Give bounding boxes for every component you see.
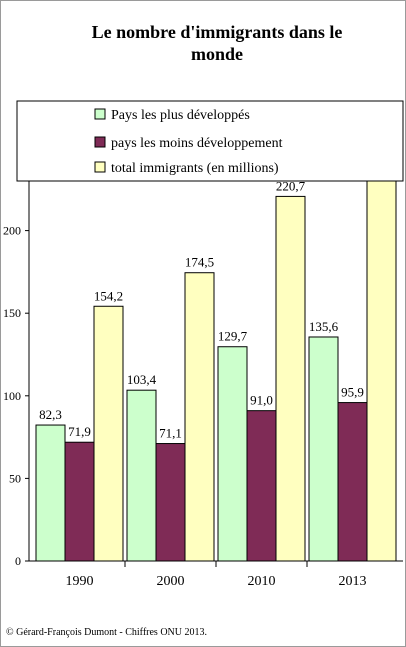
legend-label-less-developed: pays les moins développement <box>111 136 283 151</box>
bar-2013-series-1 <box>337 402 368 562</box>
x-category-label-1990: 1990 <box>66 574 94 589</box>
legend-label-developed: Pays les plus développés <box>111 108 250 123</box>
x-category-label-2000: 2000 <box>157 574 185 589</box>
chart-title-line-2: monde <box>191 44 243 64</box>
bar-2010-series-1 <box>246 410 277 562</box>
chart-title-line-1: Le nombre d'immigrants dans le <box>92 22 343 42</box>
y-tick-label-50: 50 <box>9 471 21 485</box>
y-tick-label-150: 150 <box>3 306 21 320</box>
bar-2013-series-0 <box>308 336 339 562</box>
data-label-2010-series-2: 220,7 <box>276 178 306 193</box>
legend-box <box>16 100 404 182</box>
legend-swatch-developed <box>94 108 106 120</box>
copyright-footer: © Gérard-François Dumont - Chiffres ONU … <box>6 627 207 638</box>
data-label-2000-series-2: 174,5 <box>185 255 214 270</box>
y-tick-label-0: 0 <box>15 554 21 568</box>
data-label-2010-series-1: 91,0 <box>250 393 273 408</box>
legend-swatch-total <box>94 161 106 173</box>
plot-area: 0 50 100 150 200 82,3 71,9 154,2 1990 103,4 71,1 17… <box>3 178 403 589</box>
data-label-2010-series-0: 129,7 <box>218 329 248 344</box>
data-label-2000-series-0: 103,4 <box>127 372 157 387</box>
legend: Pays les plus développés pays les moins … <box>16 100 404 182</box>
bar-2000-series-1 <box>155 443 186 562</box>
bar-1990-series-0 <box>35 424 66 562</box>
bar-1990-series-1 <box>64 441 95 562</box>
legend-label-total: total immigrants (en millions) <box>111 161 279 176</box>
x-category-label-2010: 2010 <box>248 574 276 589</box>
bar-2010-series-2 <box>275 195 306 562</box>
bar-2013-series-2 <box>366 180 397 562</box>
data-label-2013-series-1: 95,9 <box>341 385 364 400</box>
y-tick-label-200: 200 <box>3 224 21 238</box>
data-label-1990-series-2: 154,2 <box>94 288 123 303</box>
y-tick-label-100: 100 <box>3 389 21 403</box>
legend-swatch-less-developed <box>94 136 106 148</box>
data-label-2013-series-0: 135,6 <box>309 319 339 334</box>
data-label-1990-series-0: 82,3 <box>39 407 62 422</box>
bar-2000-series-0 <box>126 389 157 562</box>
bar-1990-series-2 <box>93 305 124 562</box>
data-label-1990-series-1: 71,9 <box>68 424 91 439</box>
x-category-label-2013: 2013 <box>339 574 367 589</box>
bar-2010-series-0 <box>217 346 248 562</box>
bar-2000-series-2 <box>184 272 215 562</box>
data-label-2000-series-1: 71,1 <box>159 426 182 441</box>
